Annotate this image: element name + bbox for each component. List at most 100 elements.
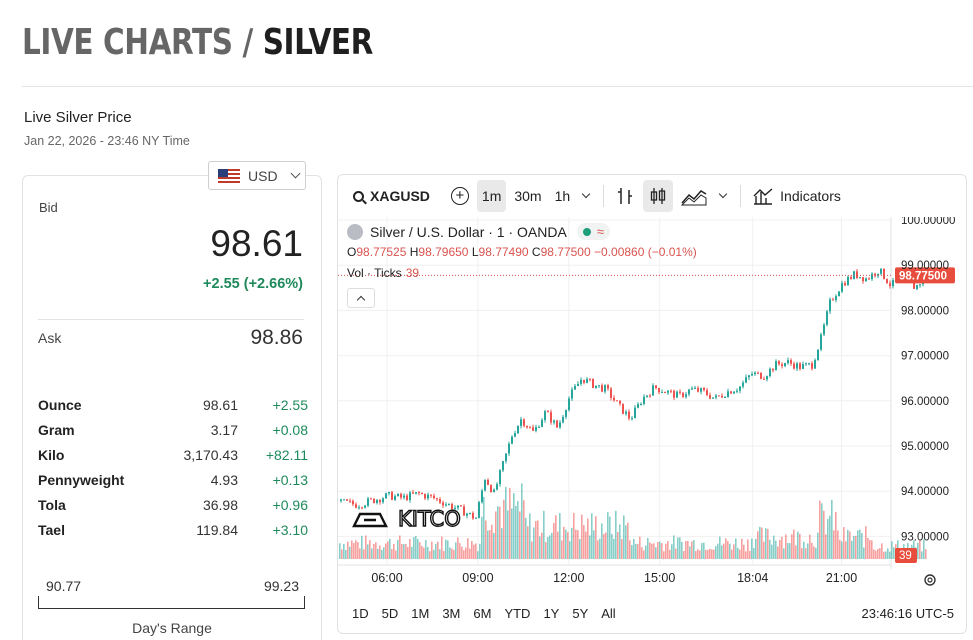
candle-body — [559, 422, 561, 428]
volume-bar — [917, 542, 919, 559]
range-5y[interactable]: 5Y — [572, 605, 589, 621]
candle-body — [880, 268, 882, 274]
candle-body — [511, 436, 513, 444]
range-3m[interactable]: 3M — [442, 605, 461, 621]
interval-1m[interactable]: 1m — [476, 180, 507, 212]
candle-body — [508, 443, 510, 454]
volume-bar — [573, 512, 575, 559]
range-6m[interactable]: 6M — [473, 605, 492, 621]
volume-bar — [575, 529, 577, 559]
candle-body — [589, 378, 591, 380]
indicators-button[interactable]: Indicators — [747, 180, 846, 212]
interval-1h[interactable]: 1h — [554, 188, 571, 204]
chart-style-dropdown-button[interactable] — [715, 180, 731, 212]
volume-bar — [487, 530, 489, 559]
candle-body — [361, 507, 363, 509]
volume-bar — [455, 542, 457, 559]
volume-bar — [485, 520, 487, 559]
candle-body — [391, 492, 393, 500]
unit-change: +2.55 — [272, 396, 308, 413]
volume-bar — [481, 516, 483, 559]
volume-bar — [657, 541, 659, 559]
volume-bar — [565, 529, 567, 559]
volume-bar — [585, 531, 587, 559]
volume-bar — [445, 539, 447, 559]
area-style-button[interactable] — [676, 180, 712, 212]
volume-bar — [643, 550, 645, 559]
range-1y[interactable]: 1Y — [543, 605, 560, 621]
candle-body — [832, 299, 834, 301]
candle-body — [751, 374, 753, 376]
candle-body — [424, 493, 426, 499]
volume-bar — [735, 538, 737, 559]
volume-bar — [589, 535, 591, 559]
candle-body — [547, 411, 549, 413]
volume-bar — [353, 543, 355, 559]
volume-bar — [761, 527, 763, 559]
volume-bar — [771, 544, 773, 559]
candle-body — [799, 363, 801, 369]
volume-bar — [733, 544, 735, 559]
collapse-legend-button[interactable] — [347, 288, 375, 308]
indicators-label: Indicators — [780, 188, 841, 204]
candle-body — [859, 277, 861, 279]
candle-body — [445, 504, 447, 506]
candle-body — [526, 425, 528, 428]
interval-dropdown-button[interactable] — [578, 180, 594, 212]
chart-widget: XAGUSD + 1m 30m 1h Indicators 98.77500 39… — [337, 174, 967, 634]
volume-bar — [509, 487, 511, 559]
volume-bar — [859, 529, 861, 559]
volume-bar — [391, 549, 393, 559]
volume-bar — [683, 550, 685, 559]
range-1d[interactable]: 1D — [352, 605, 369, 621]
volume-bar — [489, 530, 491, 559]
currency-value: USD — [248, 167, 278, 184]
volume-bar — [841, 541, 843, 559]
unit-price: 3.17 — [210, 421, 238, 438]
volume-bar — [767, 528, 769, 559]
volume-bar — [615, 510, 617, 559]
volume-bar — [687, 540, 689, 559]
page-title-main: SILVER — [262, 22, 374, 63]
price-chart[interactable]: 98.77500 39 100.00000 99.00000 98.00000 97.00… — [338, 217, 967, 634]
range-5d[interactable]: 5D — [381, 605, 399, 621]
symbol-search-button[interactable]: XAGUSD — [348, 180, 435, 212]
volume-bar — [603, 533, 605, 559]
candle-body — [679, 391, 681, 393]
unit-price-table: Ounce 98.61 +2.55 Gram 3.17 +0.08 Kilo 3,170.43… — [38, 392, 308, 542]
candle-body — [805, 363, 807, 365]
volume-bar — [347, 541, 349, 559]
interval-30m[interactable]: 30m — [514, 188, 542, 204]
timezone-clock[interactable]: 23:46:16 UTC-5 — [861, 605, 955, 621]
currency-select[interactable]: USD — [208, 161, 306, 190]
candle-body — [640, 403, 642, 405]
search-icon — [353, 190, 364, 202]
volume-bar — [785, 534, 787, 559]
volume-bar — [845, 541, 847, 559]
silver-symbol-icon — [347, 223, 363, 240]
bar-style-button[interactable] — [610, 180, 640, 212]
candle-body — [493, 489, 495, 493]
unit-price: 98.61 — [202, 396, 238, 413]
market-status-badge[interactable]: ≈ — [576, 223, 610, 240]
volume-bar — [559, 513, 561, 559]
wave-icon: ≈ — [596, 224, 604, 239]
volume-bar — [499, 506, 501, 559]
candles-style-button[interactable] — [643, 180, 674, 212]
range-ytd[interactable]: YTD — [504, 605, 531, 621]
page-title: LIVE CHARTS / SILVER — [22, 22, 373, 63]
volume-bar — [551, 532, 553, 559]
volume-value: 39 — [405, 266, 420, 280]
candle-body — [586, 378, 588, 383]
volume-bar — [435, 543, 437, 559]
volume-bar — [921, 551, 923, 559]
volume-bar — [507, 510, 509, 559]
candle-body — [706, 390, 708, 396]
range-1m[interactable]: 1M — [411, 605, 430, 621]
volume-bar — [883, 551, 885, 559]
compare-symbol-button[interactable]: + — [446, 180, 474, 212]
volume-bar — [769, 539, 771, 559]
candle-body — [850, 277, 852, 279]
bid-value: 98.61 — [210, 223, 303, 264]
range-all[interactable]: All — [601, 605, 616, 621]
